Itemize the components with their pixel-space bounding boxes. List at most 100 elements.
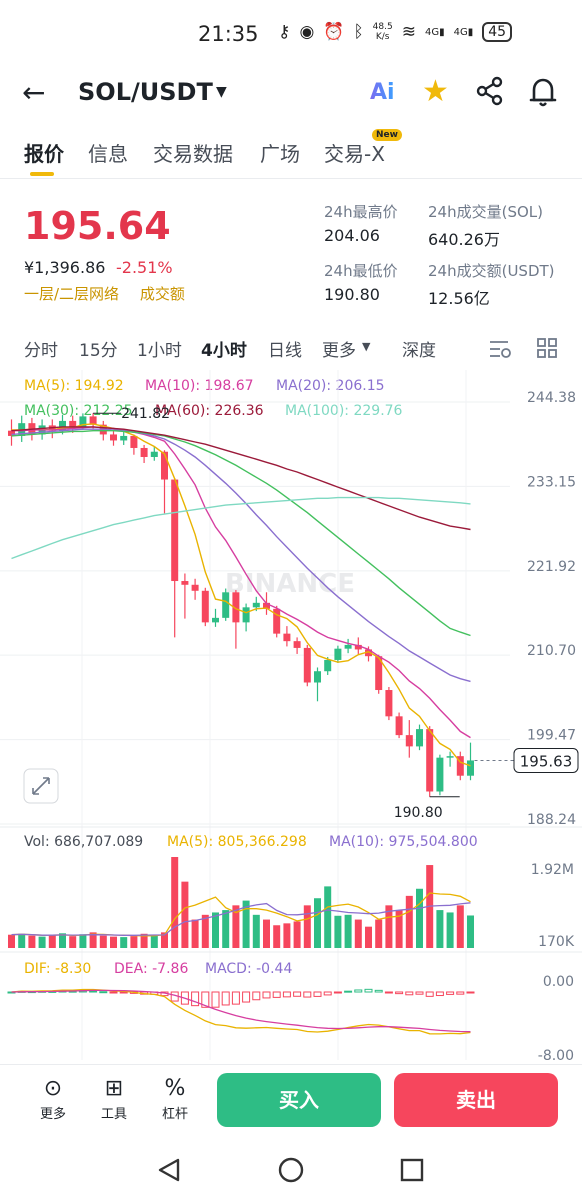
volume-bar — [18, 933, 26, 948]
tools-grid-icon: ⊞ — [104, 1076, 124, 1101]
candle-body — [334, 648, 342, 660]
candle-body — [426, 729, 434, 792]
price-axis-label: 233.15 — [527, 474, 576, 490]
nav-home-icon[interactable] — [278, 1157, 304, 1183]
price-axis-label: 188.24 — [527, 812, 576, 828]
volume-bar — [181, 881, 189, 948]
macd-bar — [201, 991, 210, 1008]
vol-ma10-line — [11, 902, 471, 936]
more-label: 更多 — [39, 1107, 66, 1122]
macd-bar — [415, 991, 424, 995]
share-icon[interactable] — [476, 76, 504, 110]
volume-bar — [314, 898, 321, 948]
candle-body — [293, 641, 301, 648]
main-tabs: 报价 信息 交易数据 广场 交易-X New — [0, 129, 582, 178]
volume-bar — [293, 921, 301, 948]
interval-15m[interactable]: 15分 — [79, 341, 118, 361]
tab-trade-data[interactable]: 交易数据 — [153, 142, 233, 166]
pair-header: ← SOL/USDT ▼ Ai ★ — [0, 68, 582, 124]
volume-bar — [28, 935, 36, 948]
candle-body — [150, 451, 158, 457]
ma-line-ma20 — [11, 428, 471, 683]
star-icon[interactable]: ★ — [422, 74, 449, 109]
interval-more-caret-icon[interactable]: ▼ — [362, 340, 371, 353]
status-bar: 21:35 ⚷ ◉ ⏰ ᛒ 48.5 K/s ≋ 4G▮ 4G▮ 45 — [0, 0, 582, 68]
volume-rank-link[interactable]: 成交额 — [139, 285, 185, 303]
ai-icon[interactable]: Ai — [370, 80, 395, 105]
bell-icon[interactable] — [528, 76, 558, 112]
key-icon: ⚷ — [278, 22, 291, 42]
new-badge: New — [372, 129, 402, 141]
volume-bar — [375, 919, 383, 948]
back-arrow-icon[interactable]: ← — [22, 76, 46, 109]
dea-legend: DEA: -7.86 — [114, 961, 188, 977]
candle-body — [467, 760, 474, 776]
macd-bar — [456, 991, 465, 995]
tab-trade-x[interactable]: 交易-X — [324, 142, 385, 166]
volume-bar — [354, 919, 362, 948]
nav-back-icon[interactable] — [158, 1158, 180, 1182]
pair-title[interactable]: SOL/USDT — [78, 78, 213, 106]
macd-bar — [435, 991, 444, 997]
macd-bar — [293, 991, 302, 997]
interval-depth[interactable]: 深度 — [402, 341, 436, 361]
signal-1: 4G▮ — [424, 26, 445, 38]
volume-bar — [385, 905, 393, 948]
interval-time[interactable]: 分时 — [24, 341, 58, 361]
candle-body — [222, 592, 230, 618]
vol-sol-value: 640.26万 — [428, 230, 500, 249]
nav-recents-icon[interactable] — [400, 1158, 424, 1182]
net-speed-value: 48.5 — [372, 22, 393, 32]
legend-ma5: MA(5): 194.92 — [24, 378, 124, 394]
candle-body — [314, 671, 321, 683]
volume-bar — [38, 936, 46, 948]
candle-body — [201, 590, 209, 623]
tab-info[interactable]: 信息 — [88, 142, 128, 166]
kline-chart[interactable]: MA(5): 194.92 MA(10): 198.67 MA(20): 206.1… — [0, 370, 582, 1060]
high-value: 204.06 — [324, 226, 380, 245]
tab-quote[interactable]: 报价 — [24, 142, 64, 166]
macd-bar — [262, 991, 271, 999]
indicator-settings-icon[interactable] — [488, 338, 512, 365]
interval-more[interactable]: 更多 — [322, 341, 356, 361]
volume-bar — [324, 886, 332, 948]
more-button[interactable]: ⊙ 更多 — [28, 1075, 78, 1122]
volume-bar — [171, 857, 179, 948]
legend-ma60: MA(60): 226.36 — [155, 403, 264, 419]
macd-bar — [446, 991, 455, 995]
candle-body — [8, 430, 15, 436]
interval-1d[interactable]: 日线 — [268, 341, 302, 361]
candle-body — [130, 435, 138, 448]
macd-bar — [405, 991, 414, 996]
macd-bar — [242, 991, 251, 1003]
vol-axis-min: 170K — [538, 934, 575, 950]
interval-4h[interactable]: 4小时 — [201, 341, 247, 361]
volume-bar — [69, 936, 77, 948]
low-marker-label: 190.80 — [394, 805, 443, 821]
network-tag-link[interactable]: 一层/二层网络 — [24, 285, 120, 303]
candle-body — [89, 416, 97, 425]
ma-line-ma5 — [11, 423, 471, 767]
macd-bar — [282, 991, 291, 998]
more-dots-icon: ⊙ — [43, 1076, 63, 1101]
interval-1h[interactable]: 1小时 — [137, 341, 182, 361]
macd-bar — [119, 991, 128, 994]
net-speed: 48.5 K/s — [373, 22, 393, 42]
cny-price: ¥1,396.86 — [24, 258, 106, 277]
leverage-button[interactable]: % 杠杆 — [150, 1075, 200, 1122]
volume-bar — [48, 935, 56, 948]
volume-bar — [59, 933, 66, 948]
tools-button[interactable]: ⊞ 工具 — [89, 1075, 139, 1122]
sell-button[interactable]: 卖出 — [394, 1073, 558, 1127]
buy-button[interactable]: 买入 — [217, 1073, 381, 1127]
macd-bar — [374, 989, 383, 993]
eye-icon: ◉ — [299, 22, 315, 42]
layout-grid-icon[interactable] — [536, 337, 558, 364]
tab-square[interactable]: 广场 — [260, 142, 300, 166]
chevron-down-icon[interactable]: ▼ — [216, 84, 227, 100]
candle-body — [405, 735, 413, 747]
candle-body — [283, 633, 291, 642]
signal-2-label: 4G — [453, 26, 468, 38]
wifi-icon: ≋ — [401, 22, 416, 42]
macd-axis-bottom: -8.00 — [538, 1048, 574, 1060]
